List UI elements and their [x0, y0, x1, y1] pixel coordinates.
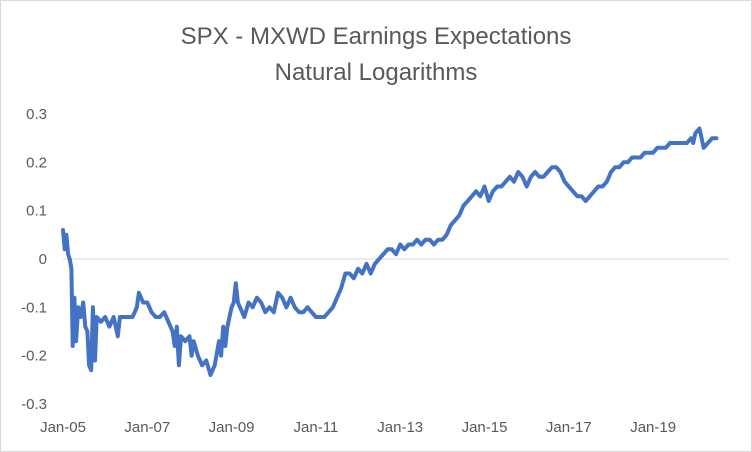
chart-title: SPX - MXWD Earnings Expectations — [180, 23, 572, 50]
y-tick-label: -0.1 — [21, 299, 47, 316]
y-tick-label: 0.2 — [26, 154, 47, 171]
chart-subtitle: Natural Logarithms — [274, 59, 478, 86]
series-line — [61, 126, 719, 377]
x-tick-label: Jan-11 — [294, 419, 339, 436]
y-tick-label: 0.3 — [26, 106, 47, 123]
y-tick-label: -0.3 — [21, 396, 47, 413]
y-tick-label: -0.2 — [21, 348, 47, 365]
y-tick-label: 0.1 — [26, 203, 47, 220]
x-tick-label: Jan-09 — [209, 419, 255, 436]
x-tick-label: Jan-15 — [462, 419, 508, 436]
y-tick-label: 0 — [39, 251, 47, 268]
x-tick-label: Jan-07 — [124, 419, 170, 436]
x-tick-label: Jan-13 — [377, 419, 423, 436]
x-tick-label: Jan-17 — [546, 419, 592, 436]
x-tick-label: Jan-05 — [40, 419, 86, 436]
x-tick-label: Jan-19 — [630, 419, 676, 436]
